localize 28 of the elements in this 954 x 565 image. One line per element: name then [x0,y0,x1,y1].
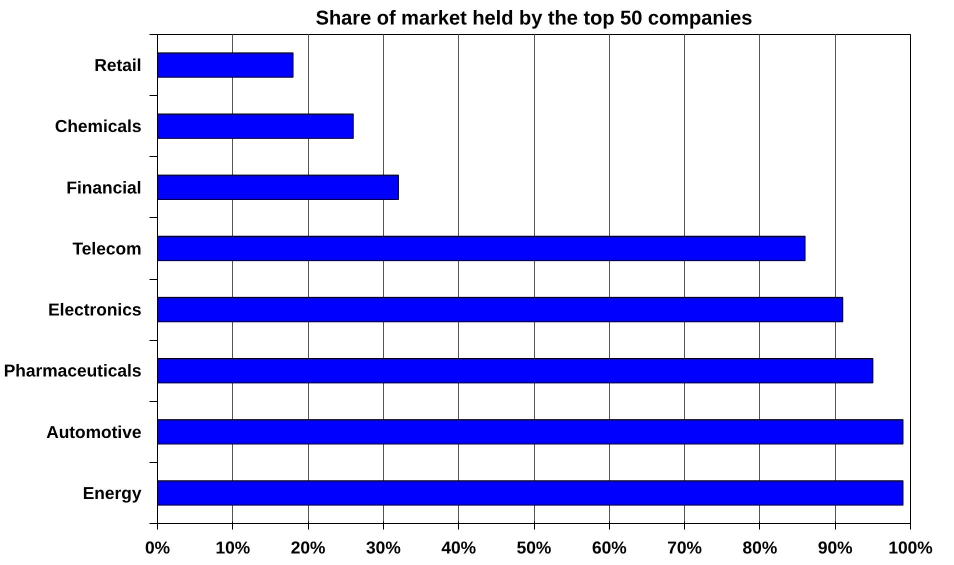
y-tick-label: Chemicals [54,116,142,136]
bar [158,174,399,200]
x-tick-label: 0% [144,538,170,558]
bar [158,358,874,384]
y-tick-label: Financial [66,177,142,198]
x-tick-label: 60% [592,538,627,558]
x-tick-label: 90% [818,538,853,558]
bar [158,113,354,139]
bar [158,296,844,322]
y-tick-label: Energy [82,482,142,503]
y-tick-label: Pharmaceuticals [4,360,142,381]
x-tick-label: 40% [441,538,476,558]
bar [158,419,904,445]
x-tick-label: 50% [516,538,552,558]
y-tick-label: Telecom [72,238,142,258]
y-tick-label: Automotive [46,422,142,442]
y-tick-label: Electronics [48,300,142,320]
bar [158,480,904,506]
x-tick-label: 10% [215,538,250,558]
x-tick-label: 20% [290,538,326,558]
bar [158,236,806,262]
x-tick-label: 30% [366,538,401,558]
chart-title: Share of market held by the top 50 companies [316,8,752,30]
x-tick-label: 100% [888,538,933,558]
bar [158,52,294,78]
x-tick-label: 80% [742,538,778,558]
y-tick-label: Retail [94,55,142,76]
x-tick-label: 70% [667,538,702,558]
